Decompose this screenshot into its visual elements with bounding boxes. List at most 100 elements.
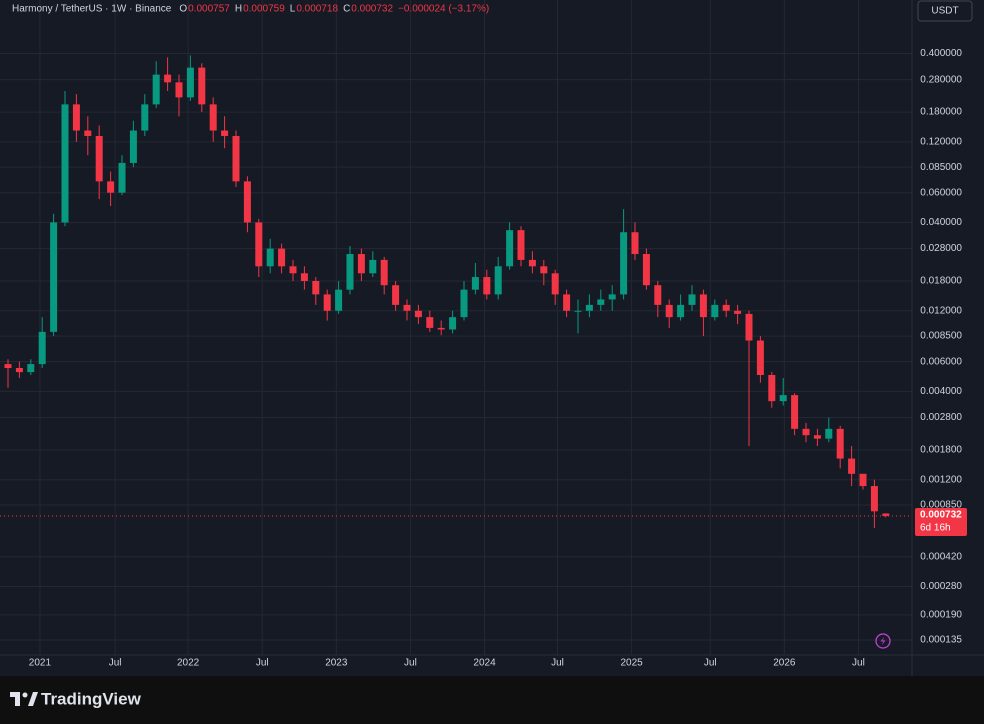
ohlc-key: C — [343, 4, 350, 15]
brand: TradingView — [41, 689, 142, 708]
candle-body — [129, 130, 137, 163]
y-tick-label: 0.001800 — [920, 445, 962, 456]
x-tick-label: Jul — [551, 658, 564, 669]
candle-body — [711, 304, 719, 318]
candle-body — [84, 130, 92, 136]
candle-body — [597, 299, 605, 305]
candle-body — [437, 327, 445, 330]
y-tick-label: 0.040000 — [920, 217, 962, 228]
change-value: −0.000024 (−3.17%) — [398, 4, 489, 15]
candle-body — [300, 273, 308, 282]
candle-body — [563, 294, 571, 311]
candle-body — [278, 248, 286, 267]
candle-body — [585, 304, 593, 311]
logo: TradingView — [10, 689, 142, 708]
y-tick-label: 0.006000 — [920, 356, 962, 367]
candle-body — [61, 104, 69, 223]
y-tick-label: 0.012000 — [920, 305, 962, 316]
candle-body — [72, 104, 80, 131]
candle-body — [574, 310, 582, 312]
y-tick-label: 0.280000 — [920, 74, 962, 85]
axes: 0.400000 0.280000 0.180000 0.120000 0.085000… — [29, 48, 967, 669]
lightning-glyph — [880, 636, 886, 646]
candle-body — [471, 277, 479, 290]
ohlc-value: 0.000718 — [296, 4, 338, 15]
lightning-icon[interactable] — [875, 633, 891, 649]
candle-body — [528, 259, 536, 267]
candle-body — [859, 473, 867, 487]
candle-body — [164, 74, 172, 83]
y-tick-label: 0.000420 — [920, 551, 962, 562]
ohlc-key: H — [235, 4, 242, 15]
x-tick-label: Jul — [109, 658, 122, 669]
candle-body — [483, 277, 491, 295]
candle-body — [369, 259, 377, 274]
candle-body — [688, 294, 696, 305]
y-tick-label: 0.002800 — [920, 412, 962, 423]
candle-body — [50, 222, 58, 332]
candle-body — [677, 304, 685, 318]
logo-slash — [28, 692, 38, 706]
candle-body — [506, 230, 514, 267]
candle-body — [654, 285, 662, 305]
candle-body — [312, 281, 320, 295]
y-tick-label: 0.001200 — [920, 474, 962, 485]
x-tick-label: 2021 — [29, 658, 52, 669]
candle-body — [813, 435, 821, 439]
candle-body — [95, 135, 103, 182]
y-tick-label: 0.400000 — [920, 48, 962, 59]
y-tick-label: 0.008500 — [920, 331, 962, 342]
candle-body — [734, 310, 742, 314]
candle-body — [836, 428, 844, 459]
candle-body — [289, 266, 297, 274]
candle-body — [255, 222, 263, 267]
currency-label[interactable]: USDT — [931, 6, 958, 17]
candle-body — [620, 232, 628, 295]
x-tick-label: 2024 — [473, 658, 496, 669]
candle-body — [825, 428, 833, 439]
candle-body — [141, 104, 149, 131]
candle-body — [107, 181, 115, 193]
candle-body — [221, 130, 229, 136]
candle-body — [209, 104, 217, 131]
x-tick-label: Jul — [256, 658, 269, 669]
candle-body — [175, 82, 183, 98]
candle-body — [791, 395, 799, 429]
candle-body — [699, 294, 707, 318]
candle-body — [392, 285, 400, 305]
logo-mark — [10, 692, 20, 706]
candle-body — [551, 273, 559, 295]
candle-body — [357, 254, 365, 274]
candle-body — [323, 294, 331, 311]
candle-body — [722, 304, 730, 311]
y-tick-label: 0.018000 — [920, 276, 962, 287]
candle-body — [540, 266, 548, 274]
ohlc-value: 0.000757 — [188, 4, 230, 15]
x-tick-label: 2026 — [773, 658, 796, 669]
candle-body — [494, 266, 502, 295]
last-price-label: 0.000732 — [920, 510, 962, 521]
ohlc-header: O 0.000757 H 0.000759 L 0.000718 C 0.000732 −0.0… — [179, 4, 489, 15]
candle-body — [232, 135, 240, 182]
ohlc-value: 0.000759 — [243, 4, 285, 15]
candle-body — [517, 230, 525, 260]
candle-body — [186, 67, 194, 98]
x-tick-label: Jul — [852, 658, 865, 669]
candle-body — [779, 395, 787, 402]
candle-body — [198, 67, 206, 105]
candle-body — [768, 374, 776, 402]
currency-button[interactable] — [917, 0, 973, 22]
candle-body — [266, 248, 274, 267]
candle-body — [15, 368, 23, 373]
candle-body — [38, 331, 46, 365]
candle-body — [642, 254, 650, 286]
y-tick-label: 0.000850 — [920, 500, 962, 511]
candle-body — [631, 232, 639, 255]
x-tick-label: 2022 — [177, 658, 200, 669]
x-tick-label: Jul — [404, 658, 417, 669]
candle-body — [848, 458, 856, 474]
candle-body — [403, 304, 411, 311]
candle-body — [346, 254, 354, 290]
candle-body — [335, 289, 343, 311]
